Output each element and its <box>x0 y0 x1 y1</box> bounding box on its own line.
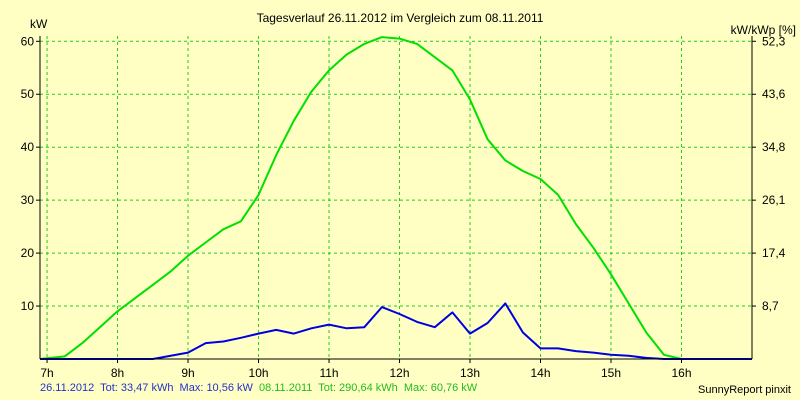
y-axis-label-right: kW/kWp [%] <box>731 23 796 37</box>
footer-credit: SunnyReport pinxit <box>698 384 791 396</box>
x-tick-label: 12h <box>390 366 410 380</box>
series-line-2011 <box>39 36 752 360</box>
x-tick-label: 11h <box>319 366 338 380</box>
y-tick-label-left: 60 <box>21 34 35 48</box>
y-tick-label-left: 20 <box>21 246 35 260</box>
footer-2011-max: Max: 60,76 kW <box>403 382 478 394</box>
y-tick-label-left: 50 <box>21 87 35 101</box>
x-tick-label: 14h <box>530 366 550 380</box>
tick-labels: 7h 8h 9h 10h 11h 12h 13h 14h 15h 16h 10 8,7 20 17,4 30… <box>21 34 786 380</box>
y-tick-label-left: 30 <box>21 193 35 207</box>
y-tick-label-left: 40 <box>21 140 35 154</box>
x-tick-label: 16h <box>671 366 691 380</box>
y-tick-label-right: 26,1 <box>762 193 786 207</box>
y-axis-label-left: kW <box>30 17 48 31</box>
footer-2011-total: Tot: 290,64 kWh <box>318 382 398 394</box>
axes <box>36 36 756 363</box>
series-line-2012 <box>40 302 752 360</box>
x-tick-label: 9h <box>181 366 194 380</box>
gridlines <box>40 36 752 359</box>
y-tick-label-right: 52,3 <box>762 34 786 48</box>
chart-title: Tagesverlauf 26.11.2012 im Vergleich zum… <box>257 11 544 25</box>
y-tick-label-right: 43,6 <box>762 87 786 101</box>
chart-footer: 26.11.2012 Tot: 33,47 kWh Max: 10,56 kW … <box>40 382 480 394</box>
x-tick-label: 10h <box>249 366 269 380</box>
y-tick-label-left: 10 <box>21 299 35 313</box>
x-tick-label: 15h <box>601 366 621 380</box>
footer-2012-max: Max: 10,56 kW <box>179 382 253 394</box>
y-tick-label-right: 34,8 <box>762 140 786 154</box>
y-tick-label-right: 8,7 <box>762 299 779 313</box>
x-tick-label: 7h <box>40 366 53 380</box>
footer-2012-label: 26.11.2012 <box>40 382 95 394</box>
footer-2012-total: Tot: 33,47 kWh <box>100 382 174 394</box>
x-tick-label: 8h <box>111 366 124 380</box>
plot-area <box>40 36 752 359</box>
series-group <box>39 36 752 360</box>
footer-2011-label: 08.11.2011 <box>258 382 313 394</box>
y-tick-label-right: 17,4 <box>762 246 786 260</box>
x-tick-label: 13h <box>460 366 480 380</box>
